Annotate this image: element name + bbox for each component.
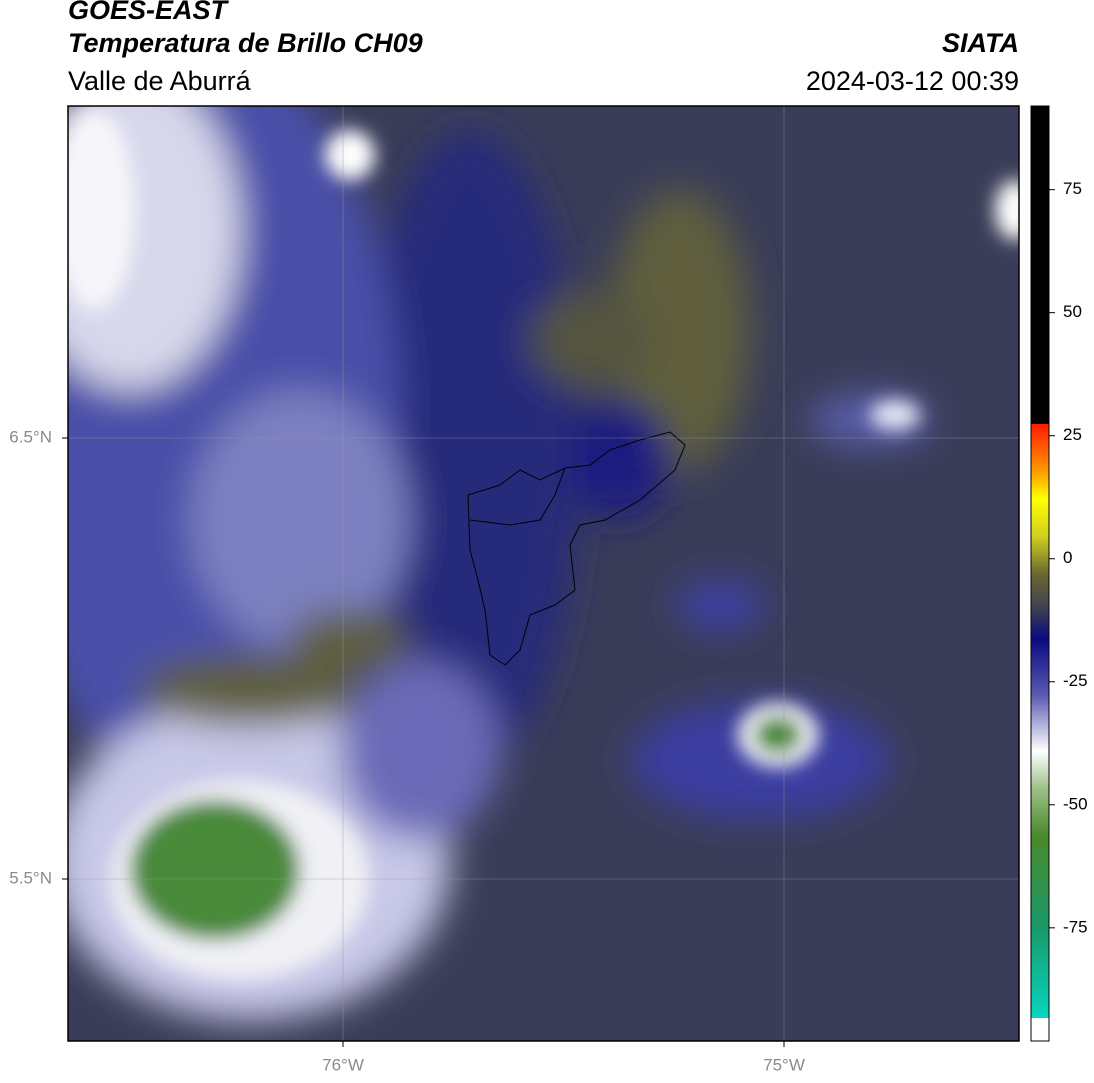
colorbar (1031, 106, 1049, 1041)
subtitle: Temperatura de Brillo CH09 (68, 28, 423, 58)
agency: SIATA (942, 28, 1019, 58)
latitude-label: 5.5°N (9, 868, 52, 887)
map-frame (67, 105, 1020, 1042)
colorbar-tick-label: -75 (1063, 917, 1088, 936)
title: GOES-EAST (68, 0, 230, 25)
latitude-label: 6.5°N (9, 427, 52, 446)
satellite-image (68, 106, 1019, 1041)
colorbar-tick-label: 0 (1063, 548, 1072, 567)
datetime: 2024-03-12 00:39 (806, 66, 1019, 96)
colorbar-under (1031, 1018, 1049, 1041)
colorbar-tick-label: -50 (1063, 794, 1088, 813)
colorbar-tick-label: 50 (1063, 302, 1082, 321)
longitude-label: 76°W (322, 1055, 364, 1074)
colorbar-ticks: 75 50 25 0 -25 -50 -75 (1049, 179, 1088, 936)
colorbar-frame (1030, 105, 1050, 1042)
colorbar-tick-label: 75 (1063, 179, 1082, 198)
colorbar-tick-label: -25 (1063, 671, 1088, 690)
region: Valle de Aburrá (68, 66, 252, 96)
colorbar-tick-label: 25 (1063, 425, 1082, 444)
longitude-label: 75°W (763, 1055, 805, 1074)
graticule: 6.5°N 5.5°N 76°W 75°W (9, 106, 1019, 1074)
